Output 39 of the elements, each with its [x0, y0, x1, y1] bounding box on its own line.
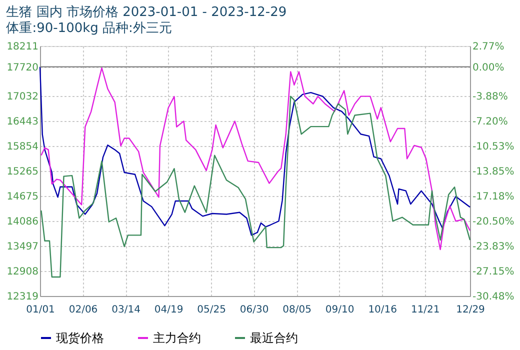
y2-tick-label: -7.20% — [472, 116, 508, 128]
chart-subtitle: 体重:90-100kg 品种:外三元 — [6, 21, 172, 36]
y-tick-label: 16443 — [6, 116, 38, 128]
y2-tick-label: -17.18% — [472, 192, 514, 202]
y2-tick-label: -10.53% — [472, 142, 514, 152]
line-series — [40, 96, 471, 278]
x-tick-label: 12/29 — [456, 304, 485, 316]
y-tick-label: 15854 — [6, 142, 38, 153]
y-tick-label: 18211 — [6, 42, 38, 52]
y-tick-label: 12908 — [6, 266, 38, 278]
x-tick-label: 10/16 — [368, 304, 398, 316]
x-tick-label: 02/06 — [68, 304, 98, 316]
legend-label: 最近合约 — [250, 331, 298, 345]
y2-tick-label: -23.83% — [472, 242, 514, 252]
x-tick-label: 06/30 — [240, 304, 269, 316]
y-tick-label: 14086 — [6, 216, 38, 228]
x-tick-label: 09/10 — [325, 304, 354, 316]
chart-title: 生猪 国内 市场价格 2023-01-01 - 2023-12-29 — [6, 5, 287, 20]
y2-tick-label: 2.77% — [472, 42, 504, 52]
legend-label: 主力合约 — [153, 331, 201, 345]
y2-tick-label: -30.48% — [472, 292, 514, 302]
y2-tick-label: -13.85% — [472, 166, 514, 178]
x-tick-label: 04/19 — [154, 304, 184, 316]
y2-tick-label: -3.88% — [472, 92, 508, 102]
x-tick-label: 08/05 — [282, 304, 312, 316]
x-tick-label: 05/25 — [197, 304, 226, 316]
x-tick-label: 11/21 — [410, 304, 440, 316]
y2-tick-label: -27.15% — [472, 266, 514, 278]
y-tick-label: 14675 — [6, 192, 38, 203]
y-tick-label: 17032 — [6, 92, 38, 103]
y-tick-label: 13497 — [6, 242, 38, 253]
x-tick-label: 03/14 — [112, 304, 140, 316]
y-tick-label: 15265 — [6, 166, 38, 178]
y-tick-label: 17720 — [6, 62, 38, 74]
y-tick-label: 12319 — [6, 292, 38, 302]
y2-tick-label: 0.00% — [472, 62, 504, 74]
legend-label: 现货价格 — [56, 331, 104, 345]
y2-tick-label: -20.50% — [472, 216, 514, 228]
x-tick-label: 01/01 — [26, 304, 55, 316]
